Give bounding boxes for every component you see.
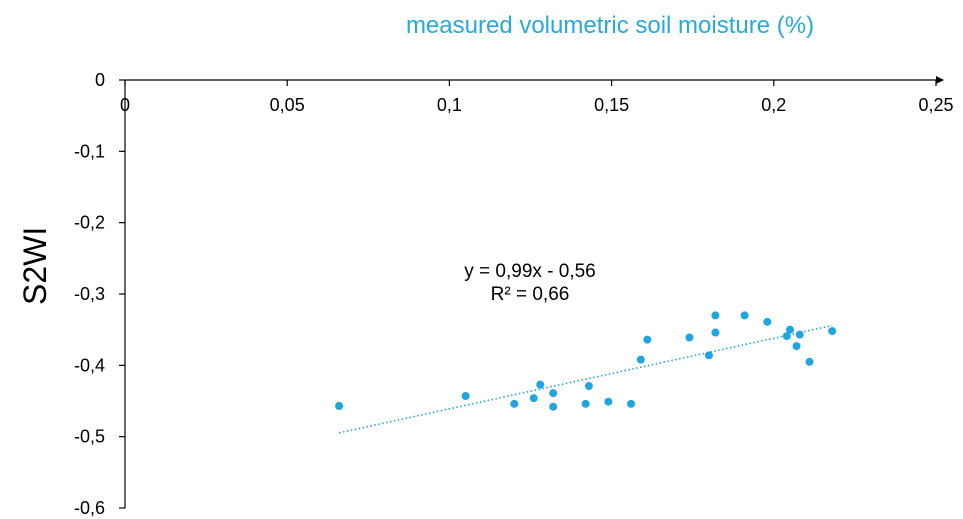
y-tick-label: -0,5	[74, 427, 105, 447]
y-tick-label: -0,3	[74, 284, 105, 304]
trendline	[338, 324, 833, 434]
data-point	[604, 397, 613, 406]
data-point	[740, 311, 749, 320]
y-tick-label: -0,4	[74, 355, 105, 375]
data-point	[549, 389, 558, 398]
axes: 0 0,05 0,1 0,15 0,2 0,25 0 -0,1 -0,2 -0,3 -0,4 -0,5…	[74, 70, 954, 518]
x-axis-arrow-icon	[936, 76, 944, 84]
r-squared-label: R² = 0,66	[490, 284, 570, 305]
data-point	[782, 332, 791, 341]
y-tick-label: -0,6	[74, 498, 105, 518]
data-point	[763, 317, 772, 326]
data-point	[584, 382, 593, 391]
data-point	[643, 335, 652, 344]
data-point	[711, 311, 720, 320]
data-point	[636, 355, 645, 364]
regression-equation: y = 0,99x - 0,56	[464, 261, 596, 282]
data-points	[335, 311, 837, 411]
x-tick-label: 0,15	[594, 95, 629, 115]
regression-annotation: y = 0,99x - 0,56 R² = 0,66	[430, 260, 630, 306]
data-point	[461, 392, 470, 401]
y-tick-label: 0	[95, 70, 105, 90]
data-point	[786, 325, 795, 334]
x-tick-label: 0,2	[761, 95, 786, 115]
data-point	[704, 351, 713, 360]
data-point	[685, 333, 694, 342]
data-point	[335, 401, 344, 410]
data-point	[828, 327, 837, 336]
x-tick-label: 0	[120, 95, 130, 115]
data-point	[795, 330, 804, 339]
x-axis-title: measured volumetric soil moisture (%)	[405, 12, 815, 39]
x-tick-label: 0,25	[918, 95, 953, 115]
x-tick-label: 0,1	[437, 95, 462, 115]
data-point	[549, 402, 558, 411]
trendline-group	[338, 324, 833, 434]
data-point	[581, 399, 590, 408]
data-point	[711, 328, 720, 337]
data-point	[792, 342, 801, 351]
y-tick-label: -0,1	[74, 141, 105, 161]
data-point	[510, 399, 519, 408]
data-point	[627, 399, 636, 408]
data-point	[529, 394, 538, 403]
data-point	[805, 357, 814, 366]
data-point	[536, 380, 545, 389]
x-tick-label: 0,05	[270, 95, 305, 115]
y-tick-label: -0,2	[74, 213, 105, 233]
